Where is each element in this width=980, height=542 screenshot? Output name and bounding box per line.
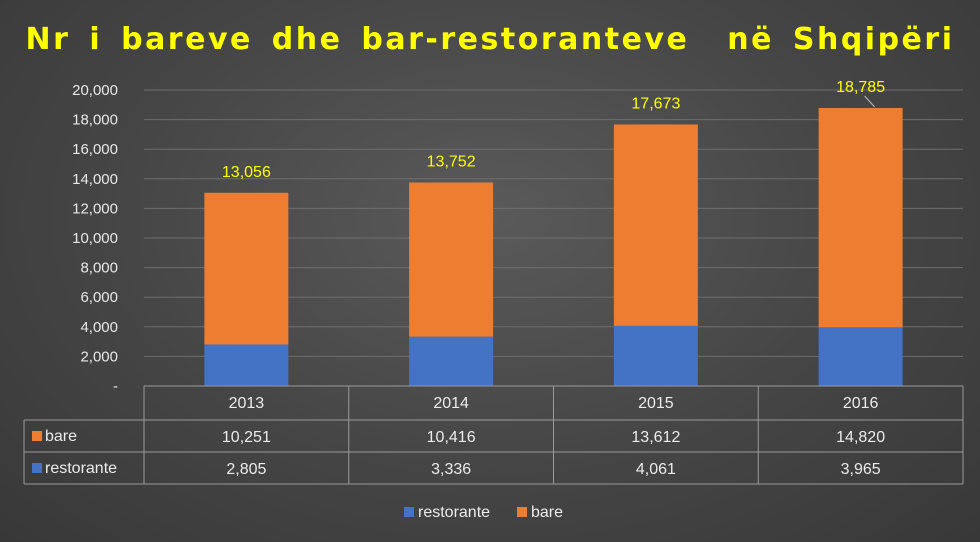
category-label: 2014 [433,395,469,412]
total-label: 17,673 [631,95,680,112]
y-tick-label: - [113,378,118,395]
table-cell: 4,061 [636,461,676,478]
table-cell: 10,416 [427,429,476,446]
bar-bare-2016 [818,107,903,328]
table-cell: 2,805 [226,461,266,478]
bar-restorante-2014 [409,336,494,386]
legend-key [517,507,527,517]
category-label: 2016 [843,395,879,412]
table-cell: 3,336 [431,461,471,478]
y-tick-label: 16,000 [72,141,118,158]
table-legend-key [32,431,42,441]
y-tick-label: 20,000 [72,82,118,99]
table-cell: 10,251 [222,429,271,446]
chart-title: Nr i bareve dhe bar-restoranteve në Shqi… [25,22,955,57]
legend-label: restorante [418,504,490,521]
bar-restorante-2015 [613,325,698,386]
y-tick-label: 8,000 [80,260,118,277]
leader-line [864,95,875,108]
bar-restorante-2013 [204,344,289,386]
y-tick-label: 18,000 [72,112,118,129]
bar-bare-2014 [409,182,494,337]
table-cell: 13,612 [631,429,680,446]
y-tick-label: 14,000 [72,171,118,188]
table-legend-key [32,463,42,473]
y-tick-label: 4,000 [80,319,118,336]
legend-label: bare [531,504,563,521]
category-label: 2015 [638,395,674,412]
bar-bare-2013 [204,192,289,345]
table-row-label: restorante [45,460,117,477]
legend-key [404,507,414,517]
table-cell: 14,820 [836,429,885,446]
total-label: 13,752 [427,153,476,170]
total-label: 13,056 [222,164,271,181]
table-cell: 3,965 [841,461,881,478]
y-tick-label: 2,000 [80,348,118,365]
y-tick-label: 10,000 [72,230,118,247]
bar-bare-2015 [613,124,698,326]
bar-restorante-2016 [818,327,903,386]
category-label: 2013 [229,395,265,412]
y-tick-label: 12,000 [72,200,118,217]
total-label: 18,785 [836,79,885,96]
table-row-label: bare [45,428,77,445]
y-tick-label: 6,000 [80,289,118,306]
